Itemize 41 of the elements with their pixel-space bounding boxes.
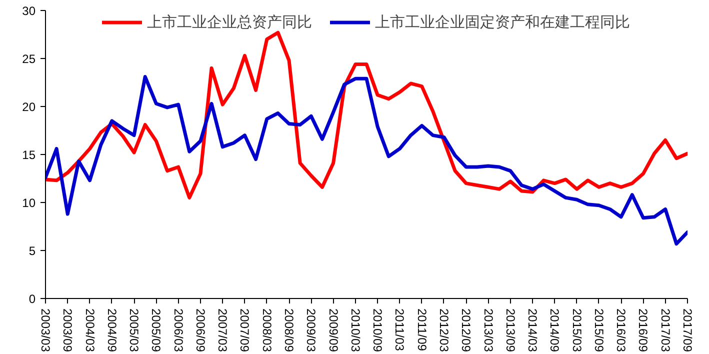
x-tick-label: 2013/03 bbox=[481, 308, 496, 352]
legend-label: 上市工业企业总资产同比 bbox=[147, 12, 312, 32]
y-tick-label: 25 bbox=[22, 52, 36, 66]
x-tick-label: 2004/03 bbox=[82, 308, 97, 352]
x-tick-label: 2012/03 bbox=[436, 308, 451, 352]
x-tick-label: 2017/03 bbox=[658, 308, 672, 352]
x-tick-label: 2003/03 bbox=[38, 308, 52, 352]
x-tick-label: 2008/09 bbox=[282, 308, 296, 352]
x-tick-label: 2008/03 bbox=[260, 308, 274, 352]
y-tick-label: 10 bbox=[22, 196, 36, 210]
y-tick-label: 30 bbox=[22, 4, 36, 18]
line-series bbox=[46, 30, 688, 200]
x-tick-label: 2015/03 bbox=[570, 308, 584, 352]
x-tick-label: 2016/09 bbox=[636, 308, 650, 352]
x-tick-label: 2012/09 bbox=[459, 308, 474, 352]
x-tick-label: 2016/03 bbox=[614, 308, 628, 352]
y-tick-label: 5 bbox=[28, 244, 36, 258]
line-series bbox=[46, 74, 688, 246]
y-tick-label: 15 bbox=[22, 148, 36, 162]
x-tick-label: 2004/09 bbox=[104, 308, 119, 352]
x-tick-label: 2009/09 bbox=[326, 308, 340, 352]
x-tick-label: 2010/03 bbox=[348, 308, 362, 352]
x-tick-label: 2006/09 bbox=[193, 308, 208, 352]
y-tick-label: 0 bbox=[28, 292, 36, 306]
x-tick-label: 2017/09 bbox=[680, 308, 694, 352]
y-tick-label: 20 bbox=[22, 100, 36, 114]
x-tick-label: 2011/09 bbox=[414, 308, 429, 352]
x-tick-label: 2007/09 bbox=[238, 308, 252, 352]
x-tick-label: 2003/09 bbox=[60, 308, 75, 352]
x-tick-label: 2009/03 bbox=[304, 308, 318, 352]
x-tick-label: 2011/03 bbox=[392, 308, 407, 352]
x-tick-label: 2005/09 bbox=[149, 308, 164, 352]
legend-label: 上市工业企业固定资产和在建工程同比 bbox=[375, 12, 630, 32]
x-tick-label: 2006/03 bbox=[171, 308, 186, 352]
x-tick-label: 2007/03 bbox=[216, 308, 230, 352]
x-tick-label: 2015/09 bbox=[592, 308, 606, 352]
x-tick-label: 2014/03 bbox=[526, 308, 540, 352]
x-tick-label: 2010/09 bbox=[370, 308, 385, 352]
x-tick-label: 2014/09 bbox=[548, 308, 562, 352]
x-tick-label: 2013/09 bbox=[503, 308, 518, 352]
x-tick-label: 2005/03 bbox=[127, 308, 142, 352]
